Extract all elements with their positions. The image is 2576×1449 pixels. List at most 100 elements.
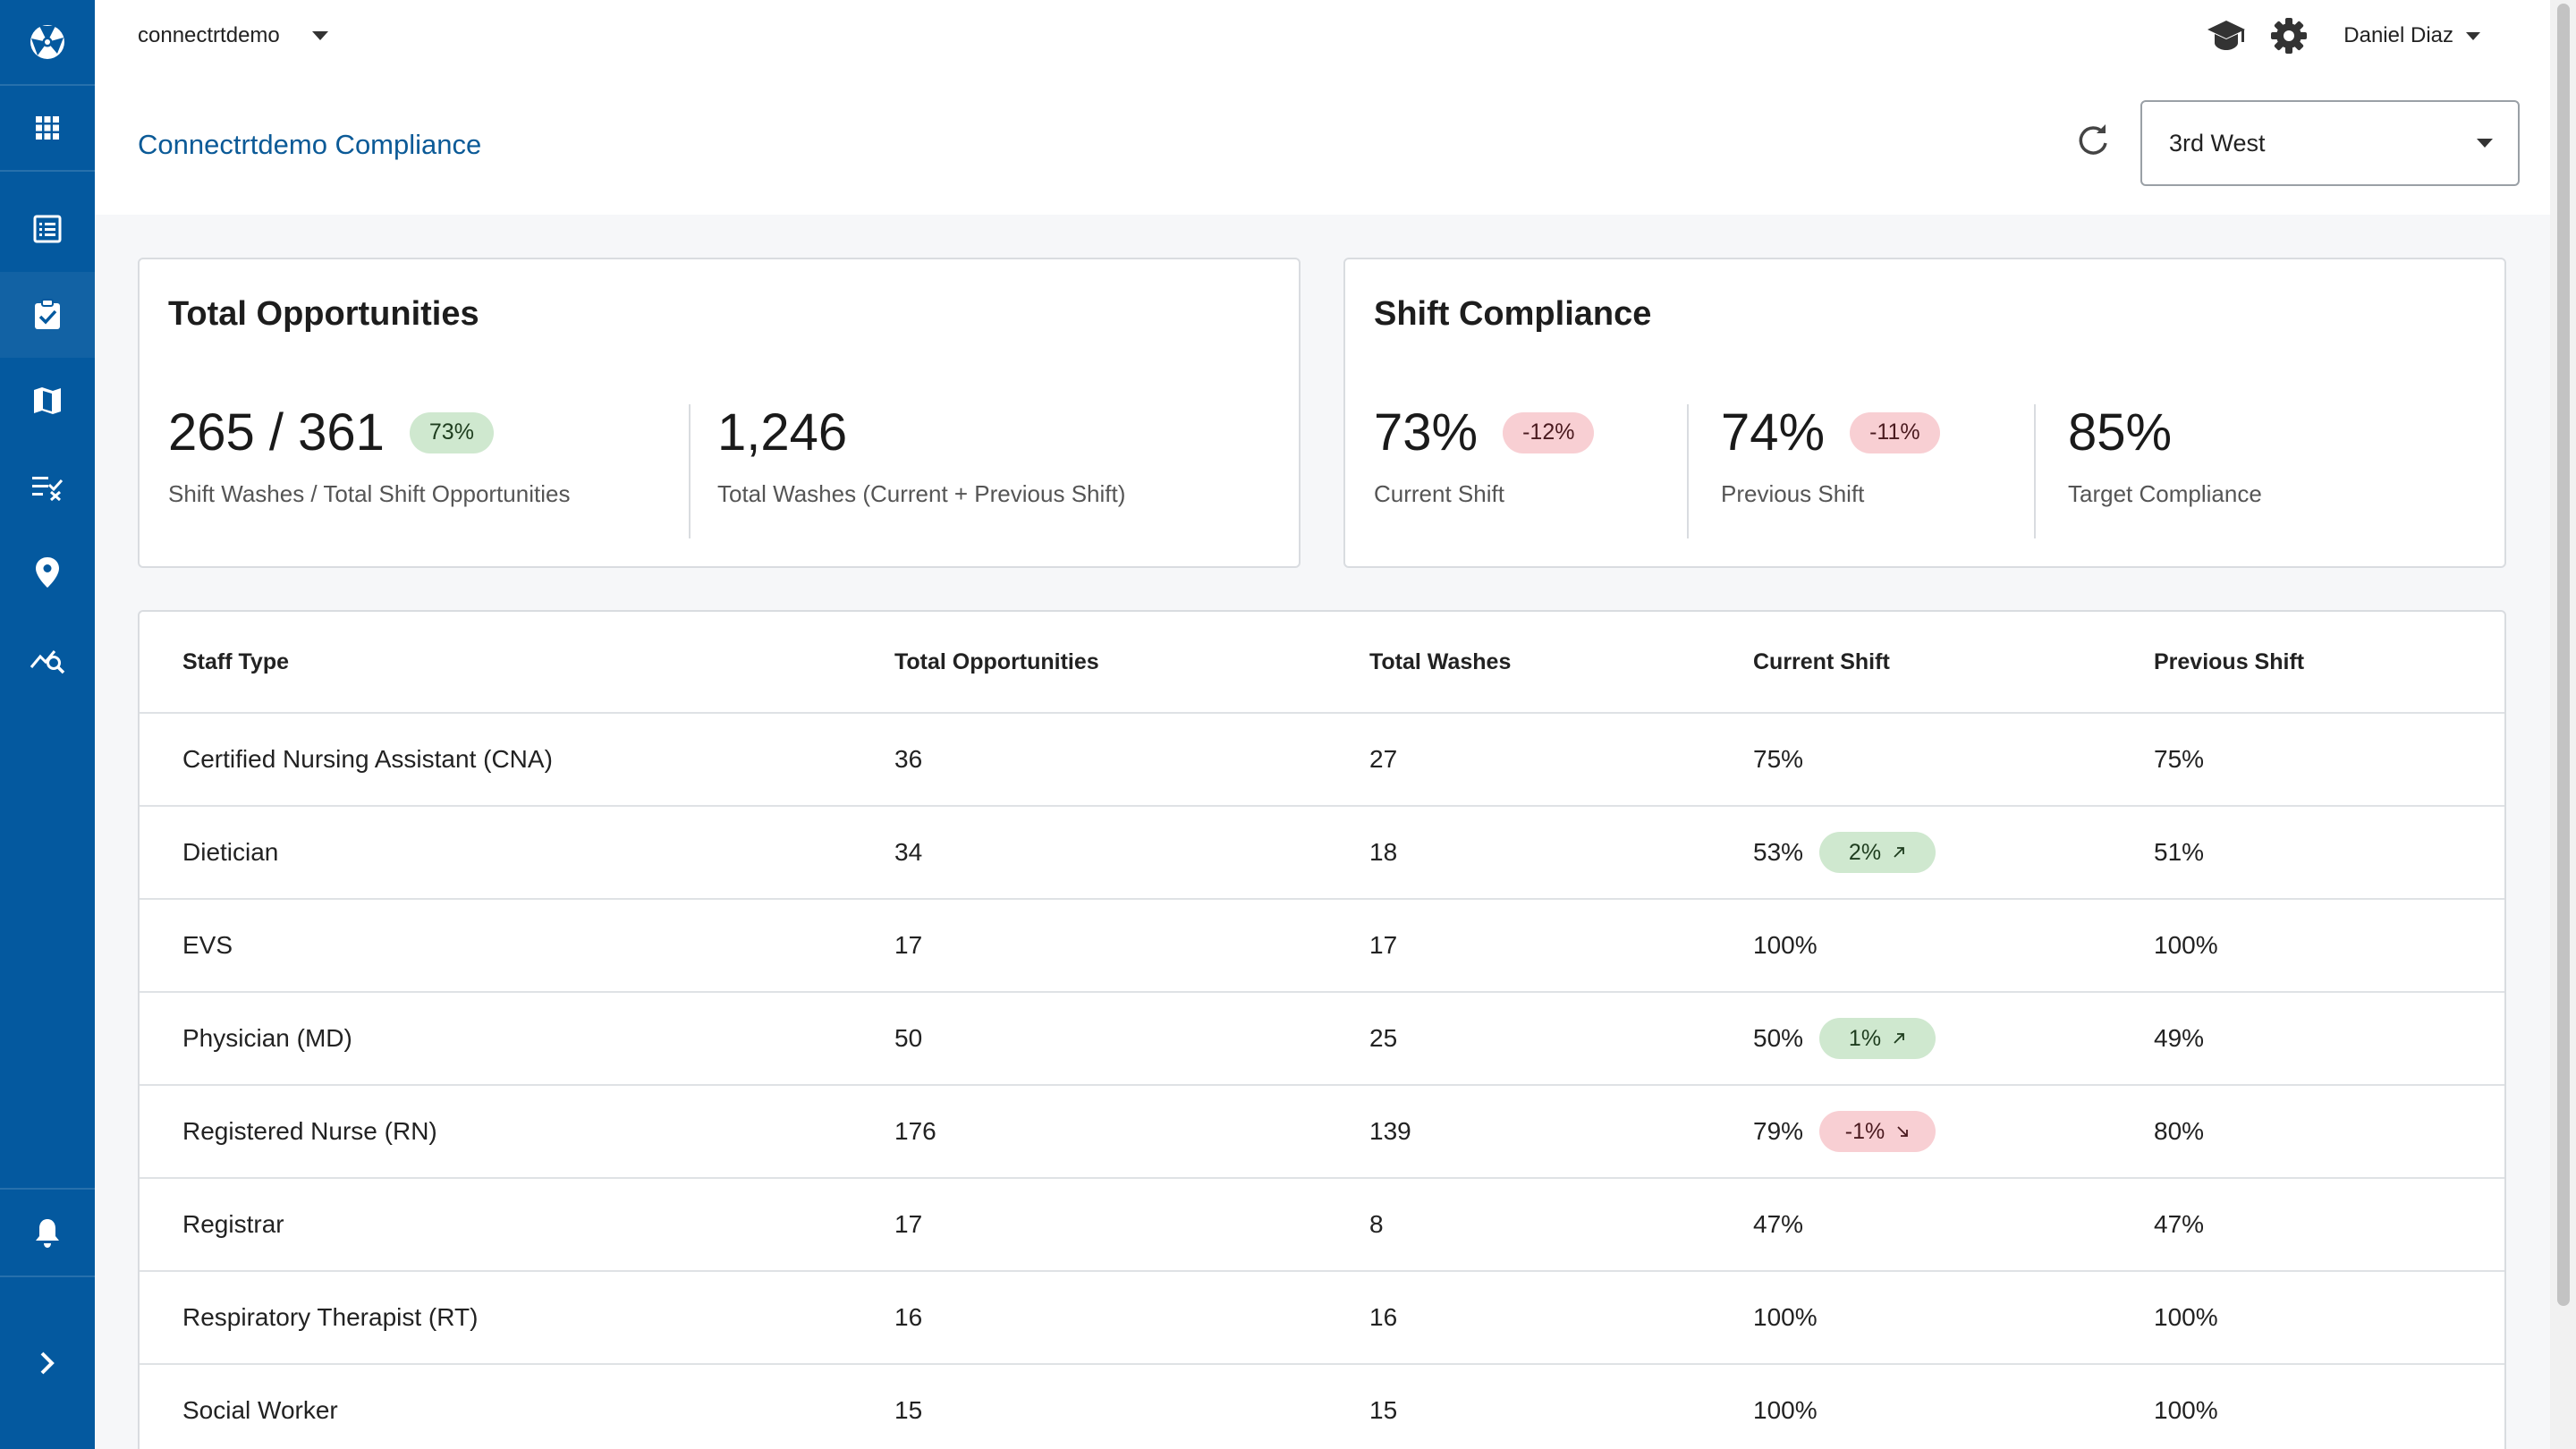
- trend-value: -1%: [1844, 1118, 1885, 1144]
- refresh-button[interactable]: [2072, 120, 2114, 163]
- card-title: Total Opportunities: [168, 295, 479, 333]
- sidebar-divider: [0, 1275, 95, 1277]
- previous-shift-cell: 51%: [2154, 838, 2205, 866]
- current-shift-cell: 100%: [1753, 900, 1819, 991]
- card-title: Shift Compliance: [1374, 295, 1652, 333]
- sidebar-expand-button[interactable]: [0, 1320, 95, 1406]
- unit-select[interactable]: 3rd West: [2140, 100, 2520, 186]
- training-button[interactable]: [2204, 16, 2249, 55]
- page-scrollbar[interactable]: [2550, 0, 2576, 1449]
- current-shift-value: 100%: [1753, 931, 1818, 959]
- metric-value: 74%: [1721, 403, 1826, 462]
- total-opportunities-cell: 17: [894, 931, 923, 959]
- metric-label: Target Compliance: [2068, 480, 2262, 507]
- total-opportunities-cell: 50: [894, 1024, 923, 1052]
- chevron-down-icon: [2466, 31, 2480, 40]
- table-row[interactable]: Certified Nursing Assistant (CNA) 36 27 75%…: [140, 714, 2504, 807]
- previous-shift-cell: 49%: [2154, 1024, 2205, 1052]
- table-row[interactable]: Respiratory Therapist (RT) 16 16 100% 100%: [140, 1272, 2504, 1365]
- sidebar-item-apps[interactable]: [0, 86, 95, 170]
- total-washes-cell: 27: [1369, 745, 1398, 773]
- column-header-current-shift[interactable]: Current Shift: [1753, 648, 1890, 674]
- total-washes-cell: 8: [1369, 1210, 1384, 1238]
- shift-compliance-card: Shift Compliance 73% -12% Current Shift …: [1343, 258, 2506, 568]
- previous-shift-cell: 100%: [2154, 1396, 2218, 1424]
- sidebar-divider: [0, 84, 95, 86]
- trend-badge: -1%: [1819, 1111, 1936, 1152]
- table-row[interactable]: Registrar 17 8 47% 47%: [140, 1179, 2504, 1272]
- table-header: Staff Type Total Opportunities Total Was…: [140, 612, 2504, 714]
- sidebar-item-locations[interactable]: [0, 530, 95, 615]
- chevron-down-icon: [311, 31, 328, 40]
- current-shift-value: 79%: [1753, 1117, 1804, 1145]
- sidebar-item-map[interactable]: [0, 358, 95, 444]
- logo-icon: [30, 25, 64, 59]
- user-name: Daniel Diaz: [2343, 23, 2453, 47]
- shift-washes-metric: 265 / 361 73% Shift Washes / Total Shift…: [168, 402, 570, 508]
- previous-shift-cell: 100%: [2154, 1303, 2218, 1331]
- sidebar-item-compliance[interactable]: [0, 272, 95, 358]
- total-opportunities-card: Total Opportunities 265 / 361 73% Shift …: [138, 258, 1301, 568]
- checklist-icon: [32, 477, 64, 501]
- column-header-total-washes[interactable]: Total Washes: [1369, 648, 1512, 674]
- header: connectrtdemo Daniel: [95, 0, 2550, 215]
- location-pin-icon: [36, 557, 59, 588]
- chevron-right-icon: [40, 1352, 55, 1375]
- clipboard-check-icon: [35, 299, 60, 329]
- total-opportunities-cell: 17: [894, 1210, 923, 1238]
- divider: [689, 404, 691, 538]
- staff-type-cell: Certified Nursing Assistant (CNA): [182, 745, 553, 773]
- total-opportunities-cell: 15: [894, 1396, 923, 1424]
- total-opportunities-cell: 16: [894, 1303, 923, 1331]
- staff-type-cell: Social Worker: [182, 1396, 338, 1424]
- current-shift-metric: 73% -12% Current Shift: [1374, 402, 1595, 508]
- staff-type-cell: Respiratory Therapist (RT): [182, 1303, 479, 1331]
- total-washes-metric: 1,246 Total Washes (Current + Previous S…: [717, 402, 1125, 508]
- metric-label: Previous Shift: [1721, 480, 1865, 507]
- table-row[interactable]: Dietician 34 18 53% 2% 51%: [140, 807, 2504, 900]
- metric-value: 1,246: [717, 403, 848, 462]
- graduation-cap-icon: [2207, 21, 2246, 50]
- list-icon: [33, 215, 62, 243]
- gear-icon: [2271, 18, 2308, 54]
- current-shift-cell: 47%: [1753, 1179, 1819, 1270]
- current-shift-cell: 100%: [1753, 1272, 1819, 1363]
- sidebar-item-list[interactable]: [0, 186, 95, 272]
- settings-button[interactable]: [2267, 16, 2311, 55]
- org-selector[interactable]: connectrtdemo: [138, 20, 328, 52]
- table-row[interactable]: Registered Nurse (RN) 176 139 79% -1% 80%: [140, 1086, 2504, 1179]
- metric-label: Total Washes (Current + Previous Shift): [717, 480, 1126, 507]
- table-row[interactable]: EVS 17 17 100% 100%: [140, 900, 2504, 993]
- sidebar-divider: [0, 170, 95, 172]
- previous-shift-cell: 100%: [2154, 931, 2218, 959]
- divider: [2034, 404, 2036, 538]
- bell-icon: [36, 1219, 59, 1248]
- org-name: connectrtdemo: [138, 23, 280, 47]
- sidebar-item-checklist[interactable]: [0, 444, 95, 530]
- current-shift-cell: 53% 2%: [1753, 807, 1936, 898]
- trend-badge: 1%: [1819, 1018, 1936, 1059]
- trend-value: 1%: [1848, 1025, 1882, 1051]
- sidebar: [0, 0, 95, 1449]
- column-header-total-opportunities[interactable]: Total Opportunities: [894, 648, 1099, 674]
- total-washes-cell: 16: [1369, 1303, 1398, 1331]
- user-menu[interactable]: Daniel Diaz: [2343, 23, 2480, 48]
- table-row[interactable]: Physician (MD) 50 25 50% 1% 49%: [140, 993, 2504, 1086]
- divider: [1687, 404, 1689, 538]
- column-header-previous-shift[interactable]: Previous Shift: [2154, 648, 2305, 674]
- staff-type-cell: Physician (MD): [182, 1024, 352, 1052]
- current-shift-value: 47%: [1753, 1210, 1804, 1238]
- trend-value: 2%: [1848, 839, 1882, 865]
- app-logo[interactable]: [0, 0, 95, 84]
- total-opportunities-cell: 36: [894, 745, 923, 773]
- table-row[interactable]: Social Worker 15 15 100% 100%: [140, 1365, 2504, 1449]
- status-badge: -11%: [1850, 411, 1940, 453]
- previous-shift-cell: 75%: [2154, 745, 2205, 773]
- unit-select-value: 3rd West: [2169, 129, 2266, 157]
- status-badge: -12%: [1503, 411, 1595, 453]
- sidebar-item-notifications[interactable]: [0, 1190, 95, 1275]
- sidebar-item-analytics[interactable]: [0, 615, 95, 701]
- column-header-staff-type[interactable]: Staff Type: [182, 648, 289, 674]
- map-icon: [34, 387, 61, 414]
- scrollbar-thumb[interactable]: [2557, 4, 2570, 1306]
